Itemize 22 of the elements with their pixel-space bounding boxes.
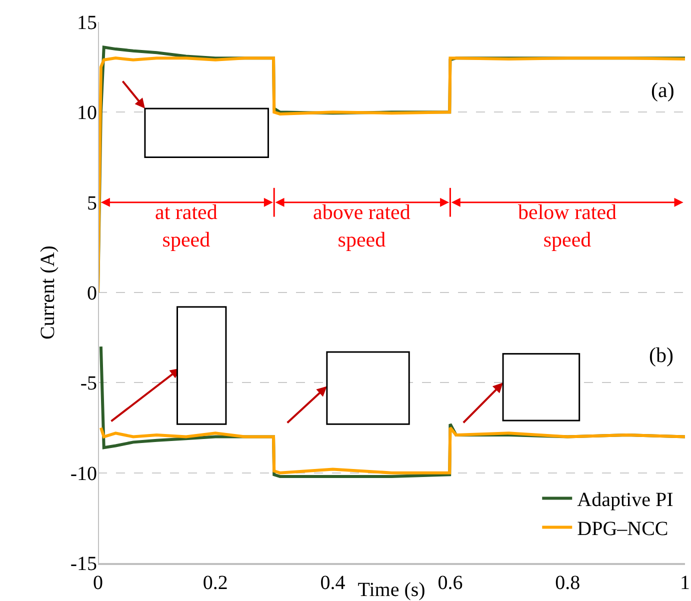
legend-label: Adaptive PI xyxy=(577,489,674,512)
annotation: below rated speed xyxy=(518,200,618,252)
x-axis-title: Time (s) xyxy=(358,579,426,601)
y-tick-label: 0 xyxy=(87,282,97,304)
x-tick-label: 1 xyxy=(680,572,690,594)
x-tick-label: 0.6 xyxy=(438,572,463,594)
annotation: (a) xyxy=(651,78,674,102)
y-tick-label: 15 xyxy=(77,12,97,34)
y-tick-label: -5 xyxy=(80,372,97,395)
y-tick-label: -15 xyxy=(70,553,97,575)
y-axis-title: Current (A) xyxy=(36,246,59,340)
x-tick-label: 0.2 xyxy=(202,572,228,594)
annotation: above rated speed xyxy=(313,200,411,252)
annotation: (b) xyxy=(649,343,674,367)
annotation: at rated speed xyxy=(155,200,218,252)
line-series xyxy=(99,426,685,474)
y-tick-label: 10 xyxy=(77,102,97,124)
y-tick-label: -10 xyxy=(70,462,97,485)
y-tick-label: 5 xyxy=(87,192,97,214)
legend-label: DPG–NCC xyxy=(577,518,668,540)
x-tick-label: 0.8 xyxy=(555,572,580,594)
x-tick-label: 0.4 xyxy=(320,572,346,594)
